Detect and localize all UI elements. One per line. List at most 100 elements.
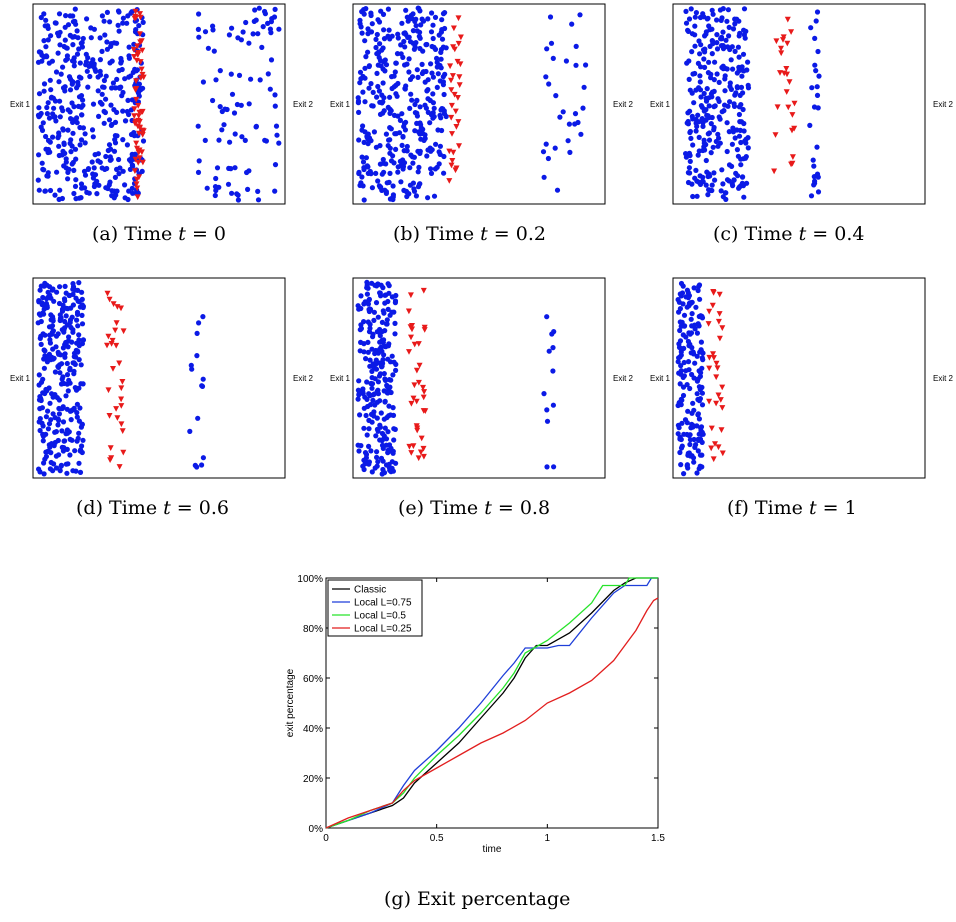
blue-agent-point — [76, 343, 82, 349]
blue-agent-point — [78, 93, 85, 99]
blue-agent-point — [700, 174, 706, 180]
blue-agent-point — [433, 141, 439, 147]
blue-agent-point — [814, 9, 821, 15]
blue-agent-point — [425, 87, 431, 93]
blue-agent-point — [704, 112, 710, 118]
blue-agent-point — [385, 104, 391, 110]
blue-agent-point — [725, 7, 731, 13]
blue-agent-point — [115, 8, 122, 14]
blue-agent-point — [430, 22, 436, 28]
blue-agent-point — [374, 94, 380, 100]
blue-agent-point — [356, 137, 362, 143]
scatter-panel-f: Exit 1 Exit 2 — [650, 277, 954, 479]
blue-agent-point — [361, 466, 367, 473]
caption-tag: (f) — [727, 497, 749, 519]
blue-agent-point — [362, 38, 368, 44]
blue-agent-point — [255, 188, 261, 194]
blue-agent-point — [393, 146, 399, 152]
blue-agent-point — [63, 339, 69, 346]
blue-agent-point — [268, 29, 274, 36]
blue-agent-point — [689, 181, 695, 187]
blue-agent-point — [714, 71, 720, 77]
red-agent-point — [774, 104, 781, 111]
blue-agent-point — [366, 459, 372, 465]
blue-agent-point — [696, 384, 702, 390]
blue-agent-point — [739, 64, 745, 70]
blue-agent-point — [684, 304, 690, 310]
blue-agent-point — [39, 160, 45, 166]
blue-agent-point — [80, 35, 86, 42]
blue-agent-point — [723, 196, 729, 202]
blue-agent-point — [111, 148, 118, 154]
blue-agent-point — [126, 74, 132, 80]
red-agent-point — [788, 29, 795, 35]
blue-agent-point — [393, 292, 399, 299]
blue-agent-point — [675, 359, 681, 365]
blue-agent-point — [102, 109, 108, 116]
blue-agent-point — [416, 164, 422, 170]
blue-agent-point — [729, 141, 735, 147]
blue-agent-point — [429, 10, 435, 16]
blue-agent-point — [678, 402, 684, 408]
blue-agent-point — [740, 106, 746, 113]
red-agent-point — [719, 450, 726, 457]
blue-agent-point — [690, 193, 696, 200]
blue-agent-point — [439, 36, 446, 42]
blue-agent-point — [431, 193, 438, 199]
blue-agent-point — [210, 27, 216, 33]
blue-agent-point — [370, 103, 376, 109]
legend-entry: Local L=0.5 — [354, 611, 406, 622]
blue-agent-point — [685, 28, 691, 34]
blue-agent-point — [45, 25, 51, 31]
blue-agent-point — [694, 330, 700, 336]
blue-agent-point — [377, 41, 383, 47]
blue-agent-point — [99, 91, 105, 97]
red-agent-point — [708, 445, 715, 452]
blue-agent-point — [70, 468, 76, 474]
caption-prefix: Time — [426, 223, 475, 245]
x-axis-label: time — [483, 844, 502, 855]
blue-agent-point — [374, 454, 380, 460]
blue-agent-point — [70, 13, 76, 19]
blue-agent-point — [60, 345, 66, 351]
blue-agent-point — [45, 37, 51, 43]
blue-agent-point — [124, 142, 130, 148]
blue-agent-point — [394, 51, 401, 57]
blue-agent-point — [383, 131, 389, 137]
red-agent-point — [407, 292, 414, 299]
blue-agent-point — [545, 155, 551, 162]
blue-agent-point — [403, 83, 409, 89]
blue-agent-point — [200, 314, 206, 320]
blue-agent-point — [212, 192, 218, 199]
blue-agent-point — [730, 183, 736, 189]
blue-agent-point — [392, 331, 398, 337]
blue-agent-point — [399, 111, 405, 117]
blue-agent-point — [417, 35, 423, 41]
blue-agent-point — [715, 131, 721, 137]
blue-agent-point — [736, 111, 742, 118]
blue-agent-point — [392, 426, 398, 432]
blue-agent-point — [213, 175, 219, 182]
blue-agent-point — [434, 55, 440, 62]
blue-agent-point — [219, 127, 225, 133]
blue-agent-point — [44, 388, 50, 394]
caption-prefix: Time — [109, 497, 158, 519]
blue-agent-point — [43, 414, 50, 420]
blue-agent-point — [108, 146, 114, 152]
red-agent-point — [105, 387, 112, 394]
blue-agent-point — [116, 156, 122, 163]
blue-agent-point — [745, 59, 751, 65]
blue-agent-point — [375, 459, 381, 465]
red-agent-point — [448, 162, 455, 169]
blue-agent-point — [57, 362, 63, 368]
blue-agent-point — [678, 368, 684, 374]
blue-agent-point — [57, 29, 63, 35]
blue-agent-point — [370, 89, 376, 95]
blue-agent-point — [704, 169, 710, 175]
blue-agent-point — [108, 41, 114, 47]
red-agent-point — [136, 124, 143, 131]
blue-agent-point — [45, 448, 51, 454]
blue-agent-point — [577, 12, 583, 18]
blue-agent-point — [43, 17, 49, 23]
blue-agent-point — [414, 110, 420, 116]
